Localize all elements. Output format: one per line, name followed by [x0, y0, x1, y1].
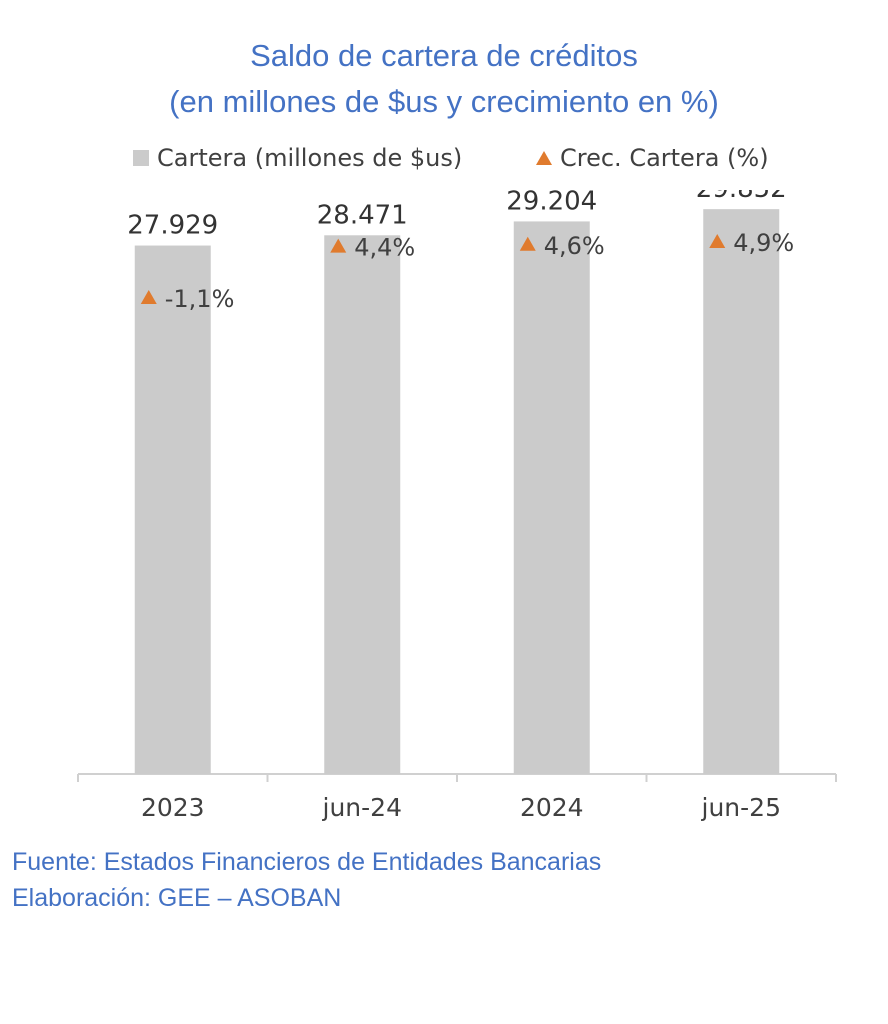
bar-value-label: 29.204 [506, 190, 597, 216]
legend-swatch-bar [133, 150, 149, 166]
bar-value-label: 27.929 [127, 211, 218, 241]
x-tick-label: 2023 [141, 793, 205, 822]
legend-item-crecimiento: Crec. Cartera (%) [536, 144, 769, 172]
bar-jun-24 [324, 235, 401, 775]
x-tick-label: 2024 [520, 793, 584, 822]
growth-label: 4,6% [544, 232, 605, 260]
author-note: Elaboración: GEE – ASOBAN [12, 884, 342, 912]
growth-label: 4,4% [354, 234, 415, 262]
source-note: Fuente: Estados Financieros de Entidades… [12, 848, 602, 876]
growth-label: 4,9% [733, 229, 794, 257]
bar-value-label: 29.852 [696, 190, 787, 204]
growth-label: -1,1% [165, 285, 235, 313]
chart-subtitle: (en millones de $us y crecimiento en %) [169, 84, 719, 119]
chart-title: Saldo de cartera de créditos [250, 38, 638, 73]
bar-chart: 27.929 2023 -1,1% 28.471 jun-24 4,4% 29.204 202… [77, 190, 837, 822]
growth-marker-2023 [140, 290, 157, 304]
legend-label-crecimiento: Crec. Cartera (%) [560, 144, 769, 172]
legend-item-cartera: Cartera (millones de $us) [133, 144, 462, 172]
growth-marker-2024 [519, 236, 536, 251]
bar-jun-25 [703, 209, 780, 775]
bar-2023 [134, 245, 211, 774]
bar-value-label: 28.471 [317, 200, 408, 230]
chart-legend: Cartera (millones de $us) Crec. Cartera … [0, 144, 888, 184]
triangle-icon [536, 151, 552, 165]
growth-marker-jun-24 [330, 238, 347, 253]
x-tick-label: jun-24 [322, 793, 402, 822]
x-tick-label: jun-25 [701, 793, 781, 822]
growth-marker-jun-25 [709, 234, 726, 248]
bar-2024 [513, 221, 590, 775]
legend-label-cartera: Cartera (millones de $us) [157, 144, 463, 172]
